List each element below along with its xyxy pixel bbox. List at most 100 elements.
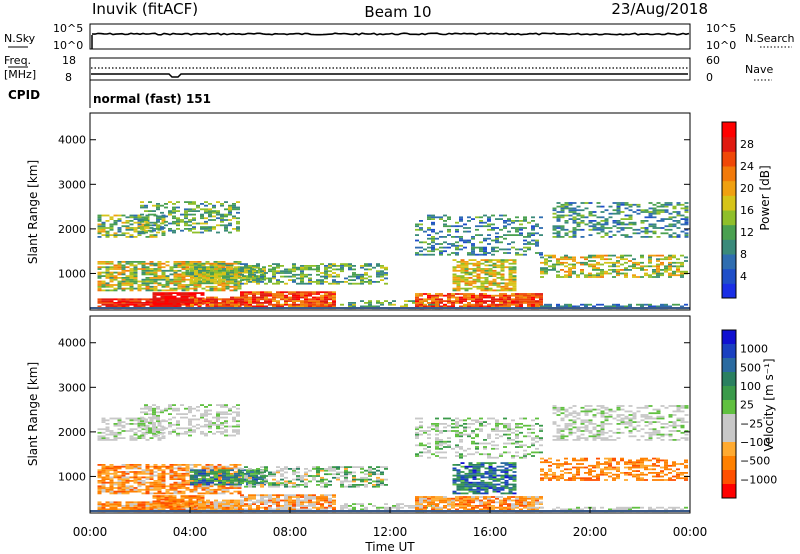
heatmap-cell bbox=[483, 225, 487, 228]
heatmap-cell bbox=[272, 277, 276, 280]
heatmap-cell bbox=[284, 497, 288, 500]
heatmap-cell bbox=[105, 234, 110, 236]
heatmap-cell bbox=[141, 506, 146, 509]
heatmap-cell bbox=[316, 298, 320, 301]
heatmap-cell bbox=[316, 473, 320, 476]
heatmap-cell bbox=[188, 299, 193, 302]
heatmap-cell bbox=[248, 503, 252, 505]
heatmap-cell bbox=[499, 293, 503, 295]
heatmap-cell bbox=[320, 279, 324, 281]
heatmap-cell bbox=[616, 205, 621, 208]
heatmap-cell bbox=[431, 237, 435, 240]
heatmap-cell bbox=[125, 220, 130, 222]
heatmap-cell bbox=[439, 236, 443, 238]
heatmap-cell bbox=[447, 228, 451, 231]
heatmap-cell bbox=[193, 282, 198, 285]
heatmap-cell bbox=[572, 202, 577, 204]
heatmap-cell bbox=[592, 260, 596, 262]
heatmap-cell bbox=[612, 276, 616, 278]
heatmap-cell bbox=[252, 485, 256, 488]
heatmap-cell bbox=[194, 266, 198, 269]
heatmap-cell bbox=[531, 227, 535, 229]
heatmap-cell bbox=[101, 285, 106, 288]
heatmap-cell bbox=[149, 262, 154, 265]
heatmap-cell bbox=[439, 294, 443, 297]
heatmap-cell bbox=[181, 492, 186, 495]
heatmap-cell bbox=[640, 221, 645, 224]
heatmap-cell bbox=[564, 305, 568, 308]
heatmap-cell bbox=[149, 278, 154, 281]
heatmap-cell bbox=[612, 225, 617, 228]
heatmap-cell bbox=[129, 284, 134, 286]
heatmap-cell bbox=[188, 418, 192, 421]
heatmap-cell bbox=[240, 293, 244, 295]
heatmap-cell bbox=[148, 201, 152, 203]
heatmap-cell bbox=[194, 481, 198, 484]
heatmap-cell bbox=[368, 268, 372, 271]
heatmap-cell bbox=[479, 221, 483, 224]
heatmap-cell bbox=[672, 225, 677, 228]
heatmap-cell bbox=[232, 411, 236, 414]
heatmap-cell bbox=[117, 424, 122, 427]
heatmap-cell bbox=[220, 203, 224, 205]
heatmap-cell bbox=[439, 243, 443, 245]
heatmap-cell bbox=[608, 230, 613, 233]
heatmap-cell bbox=[439, 305, 443, 308]
heatmap-cell bbox=[109, 284, 114, 286]
heatmap-cell bbox=[320, 282, 324, 285]
heatmap-cell bbox=[164, 502, 169, 505]
heatmap-cell bbox=[328, 294, 332, 297]
heatmap-cell bbox=[320, 499, 324, 502]
heatmap-cell bbox=[117, 481, 122, 484]
heatmap-cell bbox=[312, 298, 316, 301]
heatmap-cell bbox=[640, 220, 645, 222]
heatmap-cell bbox=[344, 475, 348, 477]
heatmap-cell bbox=[304, 496, 308, 498]
heatmap-cell bbox=[221, 485, 226, 488]
heatmap-cell bbox=[161, 278, 166, 281]
heatmap-cell bbox=[580, 261, 584, 264]
heatmap-cell bbox=[312, 466, 316, 468]
heatmap-cell bbox=[492, 284, 497, 286]
heatmap-cell bbox=[676, 214, 681, 217]
heatmap-cell bbox=[360, 265, 364, 267]
heatmap-cell bbox=[475, 253, 479, 256]
heatmap-cell bbox=[508, 275, 513, 277]
heatmap-cell bbox=[246, 277, 250, 279]
heatmap-cell bbox=[109, 225, 114, 228]
heatmap-cell bbox=[276, 300, 280, 302]
heatmap-cell bbox=[262, 266, 266, 269]
heatmap-cell bbox=[156, 297, 161, 300]
heatmap-cell bbox=[133, 278, 138, 281]
heatmap-cell bbox=[184, 301, 189, 303]
heatmap-cell bbox=[296, 484, 300, 486]
heatmap-cell bbox=[560, 205, 565, 208]
heatmap-cell bbox=[105, 271, 110, 274]
heatmap-cell bbox=[248, 482, 252, 484]
heatmap-cell bbox=[192, 203, 196, 205]
heatmap-cell bbox=[684, 223, 689, 226]
heatmap-cell bbox=[508, 268, 513, 270]
heatmap-cell bbox=[202, 277, 206, 279]
heatmap-cell bbox=[527, 293, 531, 295]
heatmap-cell bbox=[480, 269, 485, 272]
heatmap-cell bbox=[552, 227, 557, 229]
heatmap-cell bbox=[656, 260, 660, 262]
heatmap-cell bbox=[427, 501, 431, 504]
heatmap-cell bbox=[300, 478, 304, 481]
colorbar-tick-label: 16 bbox=[740, 204, 754, 217]
heatmap-cell bbox=[664, 303, 668, 306]
heatmap-cell bbox=[328, 298, 332, 301]
heatmap-cell bbox=[668, 276, 672, 278]
heatmap-cell bbox=[484, 273, 489, 276]
heatmap-cell bbox=[344, 471, 348, 474]
heatmap-cell bbox=[328, 484, 332, 486]
heatmap-cell bbox=[214, 499, 218, 502]
heatmap-cell bbox=[226, 474, 230, 477]
heatmap-cell bbox=[125, 485, 130, 488]
heatmap-cell bbox=[221, 262, 226, 265]
heatmap-cell bbox=[113, 483, 118, 486]
heatmap-cell bbox=[133, 302, 138, 304]
heatmap-cell bbox=[185, 266, 190, 269]
heatmap-cell bbox=[652, 211, 657, 213]
